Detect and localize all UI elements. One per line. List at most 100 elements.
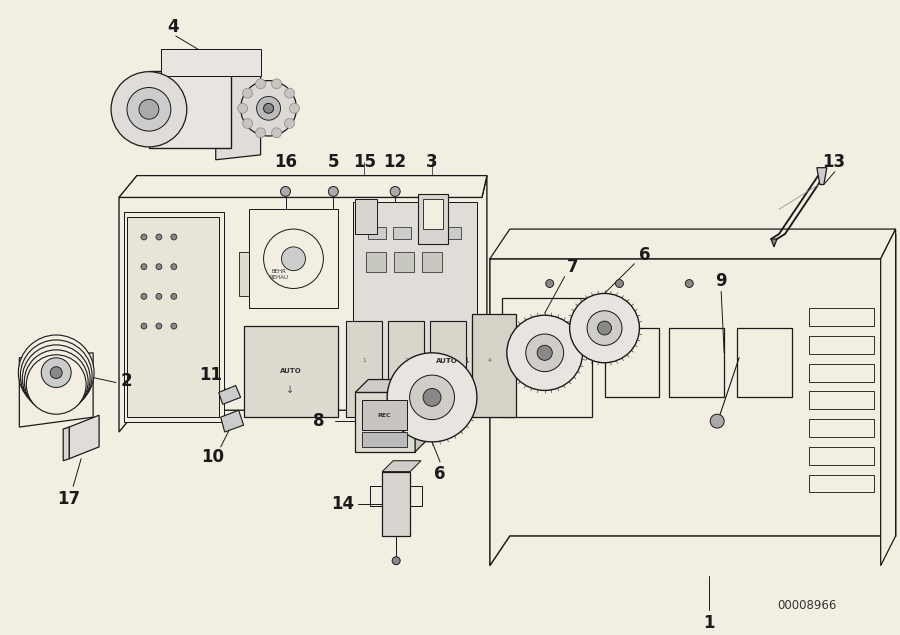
Circle shape	[272, 79, 282, 89]
Text: 14: 14	[331, 495, 354, 513]
Text: 4: 4	[167, 18, 179, 36]
Text: 3: 3	[446, 358, 450, 363]
Polygon shape	[161, 49, 261, 76]
Bar	[670, 328, 725, 398]
Polygon shape	[356, 380, 428, 392]
Text: 1: 1	[704, 614, 715, 632]
Bar	[248, 210, 338, 308]
Circle shape	[26, 355, 86, 414]
Polygon shape	[354, 203, 477, 417]
Bar	[423, 199, 443, 229]
Text: 7: 7	[567, 258, 579, 276]
Bar	[809, 308, 874, 326]
Polygon shape	[216, 56, 261, 160]
Polygon shape	[119, 176, 487, 197]
Text: 17: 17	[58, 490, 81, 509]
Circle shape	[41, 358, 71, 387]
Circle shape	[387, 353, 477, 442]
Text: ↓: ↓	[286, 385, 294, 396]
Circle shape	[156, 264, 162, 270]
Circle shape	[391, 187, 401, 196]
Polygon shape	[119, 176, 487, 432]
Circle shape	[256, 128, 266, 138]
Text: 2: 2	[121, 371, 131, 389]
Bar	[363, 432, 407, 447]
Circle shape	[256, 97, 281, 120]
Polygon shape	[219, 385, 240, 404]
Text: ↓: ↓	[464, 356, 471, 365]
Text: 9: 9	[716, 272, 727, 290]
Circle shape	[685, 279, 693, 288]
Circle shape	[141, 264, 147, 270]
Circle shape	[616, 279, 624, 288]
Circle shape	[281, 187, 291, 196]
Text: BEHR
REHAU: BEHR REHAU	[269, 269, 288, 280]
Circle shape	[290, 104, 300, 113]
Text: 8: 8	[312, 412, 324, 430]
Circle shape	[156, 234, 162, 240]
Circle shape	[238, 104, 248, 113]
Circle shape	[264, 104, 274, 113]
Polygon shape	[817, 168, 827, 185]
Polygon shape	[771, 239, 777, 247]
Circle shape	[256, 79, 266, 89]
Circle shape	[392, 557, 400, 565]
Text: 4: 4	[488, 358, 491, 363]
Circle shape	[507, 315, 582, 391]
Circle shape	[50, 366, 62, 378]
Text: 1: 1	[363, 358, 366, 363]
Polygon shape	[430, 321, 466, 417]
Circle shape	[141, 293, 147, 299]
Bar	[809, 336, 874, 354]
Polygon shape	[346, 321, 382, 417]
Circle shape	[240, 81, 296, 136]
Circle shape	[171, 264, 176, 270]
Polygon shape	[472, 321, 508, 417]
Circle shape	[243, 88, 253, 98]
Circle shape	[141, 323, 147, 329]
Circle shape	[598, 321, 611, 335]
Circle shape	[284, 88, 294, 98]
Bar	[366, 252, 386, 272]
Bar	[422, 252, 442, 272]
Circle shape	[410, 375, 454, 420]
Circle shape	[111, 72, 187, 147]
Polygon shape	[472, 314, 516, 417]
Polygon shape	[244, 326, 338, 417]
Polygon shape	[881, 229, 896, 566]
Bar	[809, 419, 874, 437]
Bar	[363, 400, 407, 430]
Circle shape	[24, 350, 88, 413]
Polygon shape	[382, 472, 410, 536]
Text: 11: 11	[199, 366, 222, 384]
Text: 00008966: 00008966	[778, 599, 837, 612]
Circle shape	[171, 323, 176, 329]
Circle shape	[141, 234, 147, 240]
Polygon shape	[415, 380, 428, 452]
Text: 2: 2	[404, 358, 408, 363]
Bar	[356, 199, 377, 234]
Text: 13: 13	[823, 153, 845, 171]
Polygon shape	[19, 353, 93, 427]
Bar	[418, 194, 448, 244]
Text: REC: REC	[377, 413, 391, 418]
Polygon shape	[124, 212, 224, 422]
Polygon shape	[63, 427, 69, 461]
Circle shape	[284, 119, 294, 128]
Circle shape	[127, 88, 171, 131]
Bar	[809, 447, 874, 465]
Bar	[368, 227, 386, 239]
Bar	[809, 391, 874, 409]
Circle shape	[587, 311, 622, 345]
Bar	[737, 328, 792, 398]
Circle shape	[156, 323, 162, 329]
Circle shape	[545, 279, 554, 288]
Circle shape	[156, 293, 162, 299]
Polygon shape	[220, 410, 244, 432]
Text: AUTO: AUTO	[436, 358, 458, 364]
Bar	[605, 328, 660, 398]
Circle shape	[243, 119, 253, 128]
Circle shape	[171, 293, 176, 299]
Circle shape	[710, 414, 724, 428]
Circle shape	[272, 128, 282, 138]
